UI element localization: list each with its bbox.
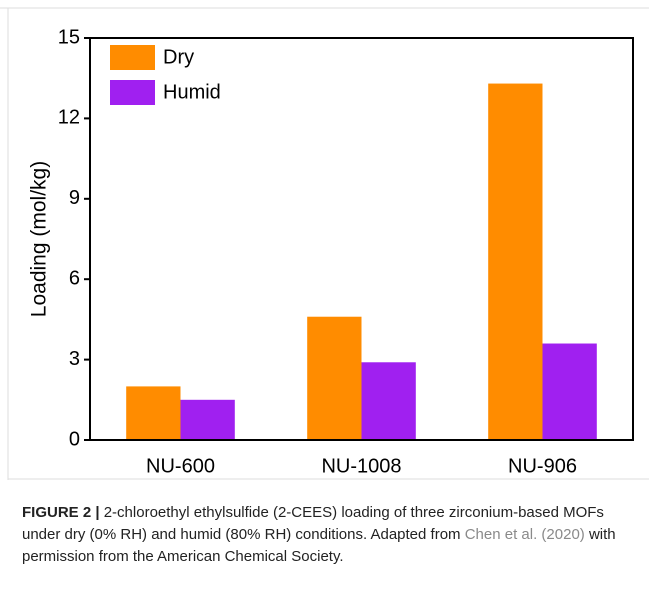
page: Loading (mol/kg) 0 3 6 9 12 15 NU-600 NU-1008 NU… xyxy=(0,0,649,614)
x-tick-label: NU-600 xyxy=(146,455,215,477)
legend-label: Humid xyxy=(163,81,221,103)
legend-swatch xyxy=(110,80,155,105)
y-axis-label: Loading (mol/kg) xyxy=(28,161,51,317)
y-tick-label: 15 xyxy=(58,26,80,48)
bar xyxy=(488,84,542,440)
y-tick-label: 12 xyxy=(58,107,80,129)
y-tick-label: 3 xyxy=(69,348,80,370)
chart: Loading (mol/kg) 0 3 6 9 12 15 NU-600 NU-1008 NU… xyxy=(0,0,649,480)
legend-label: Dry xyxy=(163,46,194,68)
caption-link[interactable]: Chen et al. (2020) xyxy=(465,526,585,543)
x-tick-label: NU-906 xyxy=(508,455,577,477)
y-tick-label: 6 xyxy=(69,267,80,289)
caption: FIGURE 2 | 2-chloroethyl ethylsulfide (2… xyxy=(22,502,632,568)
y-tick-label: 0 xyxy=(69,428,80,450)
bar xyxy=(181,400,235,440)
caption-label: FIGURE 2 | xyxy=(22,504,100,521)
bar xyxy=(307,317,361,440)
bar xyxy=(543,344,597,440)
legend-swatch xyxy=(110,45,155,70)
bar xyxy=(362,362,416,440)
x-tick-label: NU-1008 xyxy=(321,455,401,477)
bar xyxy=(126,386,180,440)
y-tick-label: 9 xyxy=(69,187,80,209)
